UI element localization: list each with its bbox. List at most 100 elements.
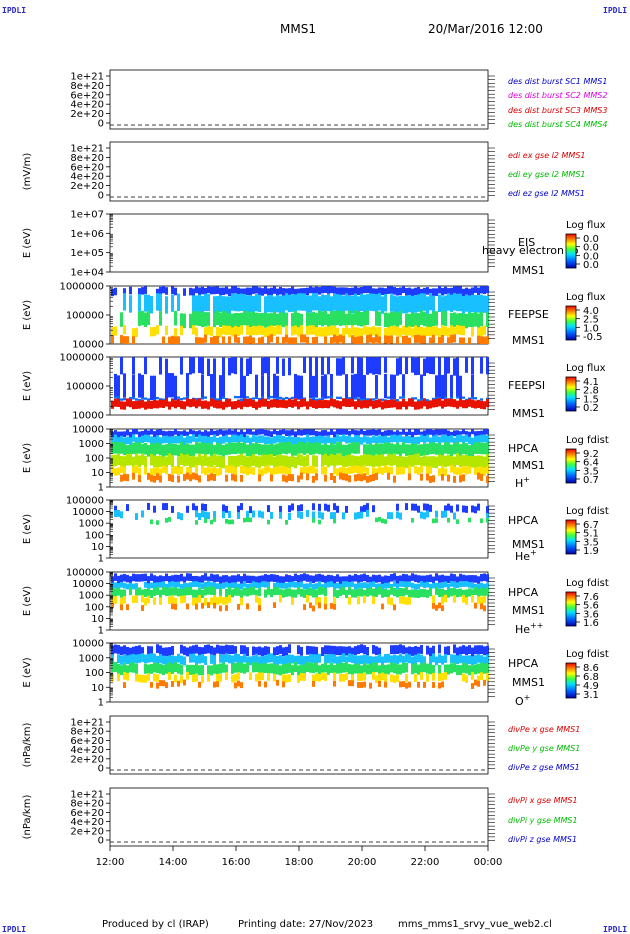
spectrogram-cell	[456, 400, 459, 409]
spectrogram-cell	[246, 517, 249, 523]
spectrogram-cell	[456, 434, 459, 443]
spectrogram-cell	[213, 430, 216, 437]
spectrogram-cell	[159, 399, 162, 408]
spectrogram-cell	[153, 443, 156, 456]
spectrogram-cell	[300, 588, 303, 597]
spectrogram-cell	[384, 588, 387, 597]
spectrogram-cell	[153, 400, 156, 409]
spectrogram-cell	[276, 655, 279, 665]
spectrogram-cell	[168, 517, 171, 522]
spectrogram-cell	[423, 443, 426, 456]
spectrogram-cell	[318, 581, 321, 588]
spectrogram-cell	[441, 429, 444, 435]
spectrogram-cell	[243, 293, 246, 312]
spectrogram-cell	[456, 313, 459, 328]
spectrogram-cell	[255, 582, 258, 589]
spectrogram-cell	[189, 653, 192, 663]
spectrogram-cell	[291, 455, 294, 468]
spectrogram-cell	[240, 453, 243, 466]
spectrogram-cell	[360, 286, 363, 295]
spectrogram-cell	[300, 288, 303, 296]
mission-title: MMS1	[280, 22, 316, 36]
spectrogram-cell	[225, 443, 228, 455]
spectrogram-cell	[117, 396, 120, 399]
spectrogram-cell	[129, 576, 132, 584]
spectrogram-cell	[207, 442, 210, 455]
spectrogram-cell	[315, 441, 318, 454]
spectrogram-cell	[288, 288, 291, 296]
spectrogram-cell	[117, 654, 120, 664]
spectrogram-cell	[480, 398, 483, 401]
spectrogram-cell	[345, 656, 348, 666]
spectrogram-cell	[255, 647, 258, 656]
spectrogram-cell	[294, 655, 297, 665]
spectrogram-cell	[267, 396, 270, 400]
spectrogram-cell	[372, 662, 375, 673]
spectrogram-cell	[402, 655, 405, 665]
legend-entry: edi ey gse l2 MMS1	[508, 170, 586, 179]
spectrogram-cell	[420, 589, 423, 598]
spectrogram-cell	[477, 287, 480, 296]
spectrogram-cell	[480, 518, 483, 524]
ytick-label: 8e+20	[70, 727, 104, 738]
spectrogram-cell	[315, 327, 318, 337]
spectrogram-cell	[243, 336, 246, 344]
spectrogram-cell	[120, 398, 123, 401]
spectrogram-cell	[276, 313, 279, 329]
spectrogram-cell	[348, 646, 351, 656]
spectrogram-cell	[387, 313, 390, 328]
spectrogram-cell	[369, 293, 372, 311]
spectrogram-cell	[162, 430, 165, 437]
spectrogram-cell	[432, 288, 435, 296]
spectrogram-cell	[477, 680, 480, 687]
spectrogram-cell	[366, 436, 369, 445]
spectrogram-cell	[231, 401, 234, 410]
spectrogram-cell	[192, 503, 195, 511]
spectrogram-cell	[354, 512, 357, 520]
spectrogram-cell	[360, 644, 363, 654]
spectrogram-cell	[327, 455, 330, 468]
spectrogram-cell	[363, 504, 366, 512]
spectrogram-cell	[189, 474, 192, 482]
spectrogram-cell	[426, 510, 429, 518]
spectrogram-cell	[222, 597, 225, 605]
spectrogram-cell	[441, 374, 444, 400]
spectrogram-cell	[468, 295, 471, 313]
spectrogram-cell	[360, 665, 363, 676]
spectrogram-cell	[285, 312, 288, 327]
spectrogram-cell	[192, 444, 195, 457]
spectrogram-cell	[459, 325, 462, 336]
spectrogram-cell	[150, 436, 153, 444]
spectrogram-cell	[288, 357, 291, 376]
spectrogram-cell	[171, 286, 174, 294]
spectrogram-cell	[132, 442, 135, 455]
spectrogram-cell	[192, 288, 195, 296]
spectrogram-cell	[444, 646, 447, 656]
spectrogram-cell	[228, 455, 231, 468]
spectrogram-cell	[465, 597, 468, 605]
spectrogram-cell	[309, 286, 312, 294]
spectrogram-cell	[414, 589, 417, 598]
spectrogram-cell	[357, 442, 360, 454]
spectrogram-cell	[120, 646, 123, 656]
spectrogram-cell	[147, 653, 150, 663]
spectrogram-cell	[441, 296, 444, 314]
spectrogram-cell	[147, 664, 150, 675]
spectrogram-cell	[273, 326, 276, 336]
spectrogram-cell	[345, 455, 348, 467]
spectrogram-cell	[282, 442, 285, 454]
spectrogram-cell	[120, 435, 123, 444]
spectrogram-cell	[456, 325, 459, 335]
spacecraft-label: MMS1	[512, 264, 545, 277]
spectrogram-cell	[240, 589, 243, 598]
spectrogram-cell	[354, 455, 357, 468]
spectrogram-cell	[339, 334, 342, 343]
spectrogram-cell	[288, 662, 291, 673]
spectrogram-cell	[369, 429, 372, 436]
spectrogram-cell	[360, 400, 363, 409]
spectrogram-cell	[375, 454, 378, 467]
spectrogram-cell	[438, 589, 441, 598]
spectrogram-cell	[366, 583, 369, 590]
spectrogram-cell	[198, 588, 201, 597]
spectrogram-cell	[216, 597, 219, 605]
